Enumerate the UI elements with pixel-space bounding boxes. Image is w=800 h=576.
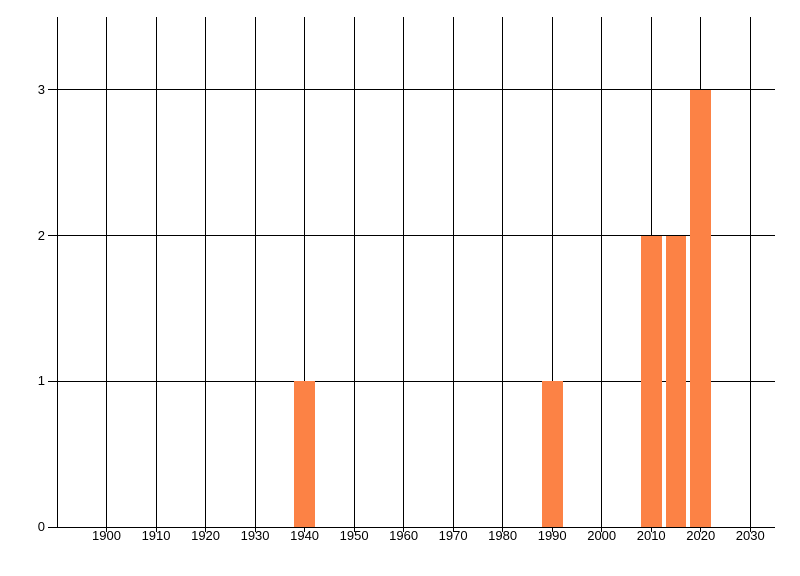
plot-area: 0 1 2 3 1900 1910 1920 1930 1940 1950 1960 1970 1980…: [38, 17, 775, 543]
bar: [690, 89, 712, 527]
x-axis-tick: [205, 527, 207, 532]
bar: [640, 235, 662, 527]
grid-line-horizontal: [48, 380, 775, 382]
x-tick-label: 1960: [389, 528, 419, 543]
x-axis-tick: [403, 527, 405, 532]
y-tick-label: 1: [37, 373, 45, 389]
grid-line-vertical: [205, 17, 207, 527]
x-tick-label: 1970: [438, 528, 468, 543]
x-axis-tick: [601, 527, 603, 532]
x-axis-tick: [502, 527, 504, 532]
grid-line-vertical: [601, 17, 603, 527]
x-tick-label: 1910: [141, 528, 171, 543]
x-tick-label: 1920: [191, 528, 221, 543]
x-axis-tick: [106, 527, 108, 532]
x-axis-tick: [155, 527, 157, 532]
grid-line-vertical: [155, 17, 157, 527]
x-axis-tick: [749, 527, 751, 532]
x-tick-label: 1990: [537, 528, 567, 543]
x-axis-tick: [353, 527, 355, 532]
x-tick-label: 2020: [686, 528, 716, 543]
grid-line-horizontal: [48, 235, 775, 237]
x-tick-label: 2000: [587, 528, 617, 543]
x-axis-line: [48, 526, 775, 528]
bar: [541, 381, 563, 527]
grid-line-vertical: [403, 17, 405, 527]
y-tick-label: 0: [37, 519, 45, 534]
x-tick-label: 2010: [636, 528, 666, 543]
x-tick-label: 2030: [735, 528, 765, 543]
x-tick-label: 1900: [92, 528, 121, 543]
grid-line-vertical: [452, 17, 454, 527]
x-axis-tick: [254, 527, 256, 532]
grid-line-vertical: [254, 17, 256, 527]
y-tick-label: 3: [37, 81, 45, 97]
bar: [665, 235, 687, 527]
x-axis-tick: [551, 527, 553, 532]
x-tick-label: 1940: [290, 528, 320, 543]
x-axis-tick: [700, 527, 702, 532]
x-tick-label: 1930: [240, 528, 270, 543]
grid-line-vertical: [749, 17, 751, 527]
grid-line-vertical: [304, 17, 306, 527]
grid-line-vertical: [56, 17, 58, 527]
y-tick-label: 2: [37, 227, 45, 243]
x-axis-tick: [650, 527, 652, 532]
x-tick-label: 1980: [488, 528, 518, 543]
grid-line-vertical: [106, 17, 108, 527]
grid-line-vertical: [353, 17, 355, 527]
x-axis-tick: [452, 527, 454, 532]
grid-line-vertical: [502, 17, 504, 527]
x-axis-tick: [304, 527, 306, 532]
grid-line-horizontal: [48, 89, 775, 91]
grid-line-vertical: [551, 17, 553, 527]
x-tick-label: 1950: [339, 528, 369, 543]
bar: [294, 381, 315, 527]
